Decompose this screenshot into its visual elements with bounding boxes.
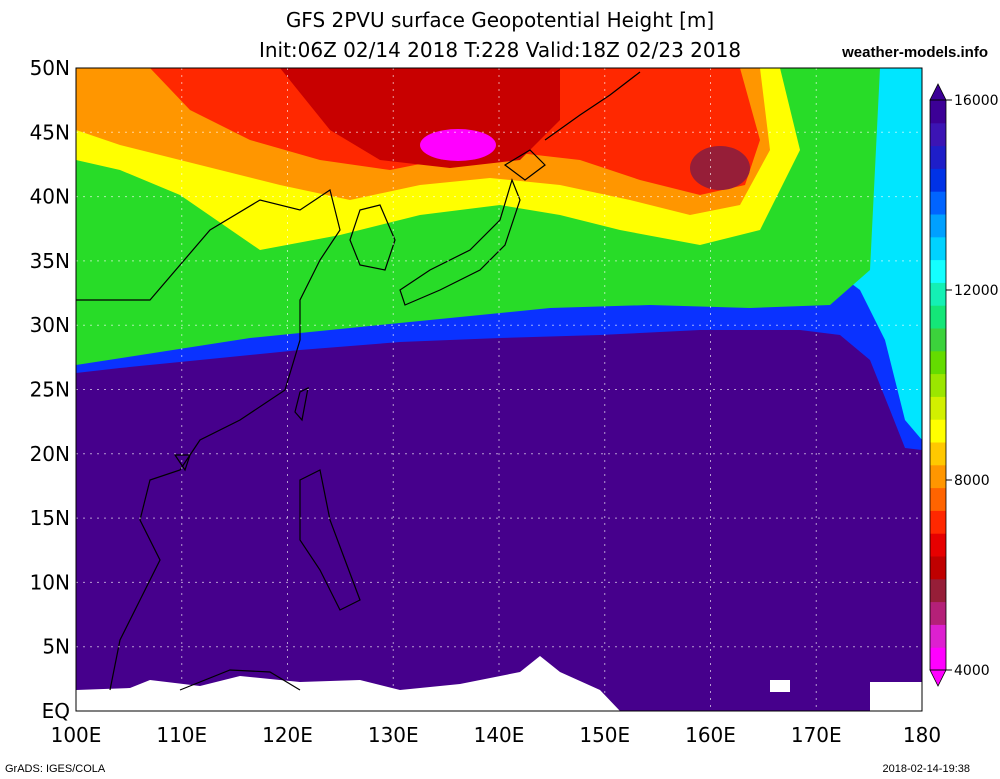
lon-label: 100E <box>51 723 102 747</box>
lat-label: 5N <box>42 635 70 659</box>
colorbar-label: 8000 <box>954 473 990 489</box>
longitude-labels: 100E 110E 120E 130E 140E 150E 160E 170E 180 <box>51 723 942 747</box>
colorbar-segment <box>930 373 946 397</box>
colorbar-segment <box>930 487 946 511</box>
colorbar-segment <box>930 578 946 603</box>
colorbar-segment <box>930 191 946 215</box>
field-low-cyclone <box>690 146 750 190</box>
colorbar-label: 4000 <box>954 663 990 679</box>
lat-label: 30N <box>30 313 70 337</box>
coast-taiwan <box>294 386 309 422</box>
colorbar-segment <box>930 647 946 671</box>
coastlines <box>76 71 641 691</box>
lat-label: 15N <box>30 506 70 530</box>
lat-label: 35N <box>30 249 70 273</box>
lon-label: 160E <box>685 723 736 747</box>
lat-label: 40N <box>30 185 70 209</box>
grads-credit: GrADS: IGES/COLA <box>5 763 106 775</box>
colorbar-segment <box>930 624 946 648</box>
coast-hainan <box>173 454 191 472</box>
colorbar-segment <box>930 305 946 329</box>
coast-philippines <box>299 469 361 611</box>
colorbar-segment <box>930 533 946 557</box>
field-missing-east <box>770 680 790 692</box>
height-field <box>76 68 922 711</box>
map-frame <box>75 67 923 712</box>
colorbar-segment <box>930 328 946 352</box>
colorbar-segment <box>930 396 946 420</box>
coast-korea <box>349 204 396 271</box>
colorbar-segment <box>930 122 946 147</box>
colorbar-label: 12000 <box>954 283 999 299</box>
coast-borneo <box>179 669 301 691</box>
field-missing <box>76 656 620 711</box>
colorbar-segment <box>930 214 946 238</box>
lon-label: 180 <box>903 723 941 747</box>
colorbar-segment <box>930 259 946 283</box>
colorbar <box>929 83 947 687</box>
colorbar-labels: 16000 12000 8000 4000 <box>946 93 999 679</box>
colorbar-segment <box>930 145 946 169</box>
field-magenta <box>420 129 496 161</box>
colorbar-segment <box>930 100 946 124</box>
colorbar-segment <box>930 350 946 375</box>
lat-label: EQ <box>42 699 70 723</box>
title-line-2: Init:06Z 02/14 2018 T:228 Valid:18Z 02/2… <box>258 38 742 62</box>
lon-label: 120E <box>262 723 313 747</box>
coast-japan-hokkaido <box>503 149 546 181</box>
colorbar-segment <box>930 168 946 192</box>
colorbar-segment <box>930 236 946 261</box>
lon-label: 110E <box>156 723 207 747</box>
colorbar-segment <box>930 442 946 466</box>
lon-label: 150E <box>579 723 630 747</box>
colorbar-segment <box>930 464 946 489</box>
colorbar-label: 16000 <box>954 93 999 109</box>
lat-label: 20N <box>30 442 70 466</box>
lon-label: 170E <box>791 723 842 747</box>
lon-label: 130E <box>368 723 419 747</box>
colorbar-segment <box>930 601 946 625</box>
colorbar-segment <box>930 510 946 534</box>
field-missing-far-east <box>870 682 922 711</box>
coast-asia-mainland <box>76 189 341 691</box>
colorbar-max-arrow <box>929 83 947 101</box>
colorbar-frame <box>929 99 947 671</box>
colorbar-segment <box>930 419 946 443</box>
graticule <box>76 68 922 711</box>
title-line-1: GFS 2PVU surface Geopotential Height [m] <box>285 8 715 32</box>
colorbar-min-arrow <box>929 669 947 687</box>
latitude-labels: 50N 45N 40N 35N 30N 25N 20N 15N 10N 5N EQ <box>30 56 70 723</box>
credit-text[interactable]: weather-models.info <box>842 44 988 61</box>
lat-label: 45N <box>30 120 70 144</box>
colorbar-segment <box>930 556 946 580</box>
lon-label: 140E <box>474 723 525 747</box>
timestamp: 2018-02-14-19:38 <box>882 763 970 775</box>
colorbar-segment <box>930 282 946 306</box>
lat-label: 25N <box>30 378 70 402</box>
lat-label: 10N <box>30 570 70 594</box>
lat-label: 50N <box>30 56 70 80</box>
coast-japan-honshu <box>399 178 521 306</box>
coast-kurils <box>544 71 641 141</box>
